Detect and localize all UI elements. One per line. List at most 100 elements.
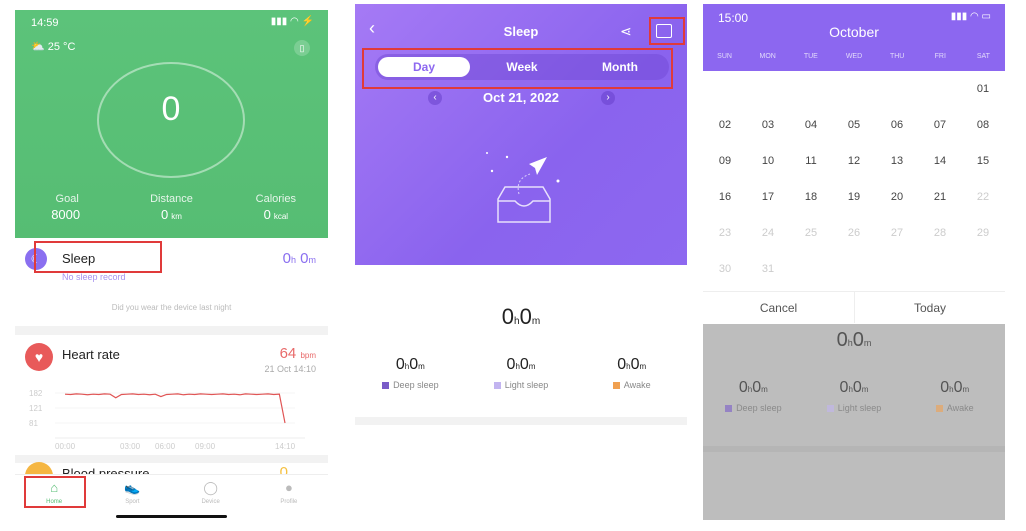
divider [15, 455, 328, 463]
legend-swatch [612, 382, 620, 390]
highlight-box [362, 48, 673, 89]
calendar-day[interactable]: 18 [804, 191, 818, 203]
heart-value: 64 bpm [279, 345, 316, 362]
weekday-label: TUE [803, 53, 818, 60]
band-icon[interactable]: ▯ [294, 40, 310, 56]
tab-month[interactable]: Month [602, 60, 638, 74]
status-time: 14:59 [31, 17, 59, 29]
current-date: Oct 21, 2022 [483, 90, 559, 105]
weekday-row: SUN MON TUE WED THU FRI SAT [703, 53, 1005, 60]
share-icon[interactable]: ⋖ [620, 23, 632, 39]
calendar-day[interactable]: 02 [718, 119, 732, 131]
sleep-subtitle: No sleep record [62, 272, 126, 282]
steps-count: 0 [161, 90, 181, 128]
temperature: 25 °C [47, 41, 76, 53]
weather-cloud-sun-icon: ⛅ [31, 41, 45, 53]
calendar-day[interactable]: 03 [761, 119, 775, 131]
legend-item: Deep sleep [355, 380, 466, 390]
calendar-day: 27 [890, 227, 904, 239]
calendar-header: 15:00 ▮▮▮ ◠ ▭ October SUN MON TUE WED THU FRI… [703, 4, 1005, 71]
empty-inbox-illustration [486, 152, 560, 223]
weekday-label: THU [889, 53, 905, 60]
nav-label: Sport [125, 499, 140, 505]
status-time: 15:00 [718, 11, 749, 25]
band-icon: ◯ [203, 480, 218, 495]
nav-sport[interactable]: 👟 Sport [93, 475, 171, 520]
heart-rate-chart: 182 121 81 00:00 03:00 06:00 09:00 14:10 [29, 389, 305, 451]
nav-label: Profile [280, 499, 298, 505]
calendar-day[interactable]: 13 [890, 155, 904, 167]
heart-title[interactable]: Heart rate [62, 347, 120, 362]
x-tick: 14:10 [275, 442, 296, 451]
weekday-label: SAT [976, 53, 990, 60]
calendar-icon[interactable] [656, 24, 672, 38]
stat-value: 8000 [51, 207, 81, 222]
tab-week[interactable]: Week [506, 60, 538, 74]
calendar-day[interactable]: 17 [761, 191, 775, 203]
tab-day[interactable]: Day [378, 57, 470, 77]
legend-item: Awake [904, 403, 1005, 413]
sleep-duration: 0h 0m [282, 250, 316, 267]
today-button[interactable]: Today [854, 291, 1005, 323]
sleep-part-deep-sleep: 0h0m Deep sleep [703, 379, 804, 413]
status-icons: ▮▮▮ ◠ ⚡ [270, 16, 314, 27]
sleep-part-awake: 0h0m Awake [904, 379, 1005, 413]
prev-date-button[interactable]: ‹ [428, 91, 442, 105]
calendar-day[interactable]: 14 [933, 155, 947, 167]
stat-value: 0 kcal [263, 207, 289, 222]
cancel-button[interactable]: Cancel [703, 291, 854, 323]
month-title: October [829, 24, 879, 40]
calendar-day[interactable]: 12 [847, 155, 861, 167]
nav-home[interactable]: ⌂ Home [15, 475, 93, 520]
calendar-day[interactable]: 19 [847, 191, 861, 203]
divider [15, 326, 328, 335]
highlight-box [649, 17, 685, 45]
back-icon[interactable]: ‹ [369, 18, 375, 38]
sleep-part-light-sleep: 0h0m Light sleep [466, 356, 577, 390]
divider [703, 446, 1005, 452]
sleep-title[interactable]: Sleep [62, 251, 96, 266]
calendar-day[interactable]: 21 [933, 191, 947, 203]
calendar-day[interactable]: 01 [976, 83, 990, 95]
calendar-day[interactable]: 20 [890, 191, 904, 203]
blood-value: 0 [279, 464, 288, 481]
highlight-box [34, 241, 162, 273]
calendar-day[interactable]: 05 [847, 119, 861, 131]
stat-label: Goal [55, 193, 79, 205]
part-duration: 0h0m [738, 379, 768, 396]
weather: ⛅ 25 °C [31, 40, 75, 53]
total-sleep: 0h0m [501, 304, 541, 329]
calendar-day[interactable]: 10 [761, 155, 775, 167]
stat-calories: Calories 0 kcal [224, 193, 328, 222]
calendar-day[interactable]: 15 [976, 155, 990, 167]
calendar-day[interactable]: 04 [804, 119, 818, 131]
day-grid: 01 02 03 04 05 06 07 08 09 10 11 12 13 14 15 16 17 18 19 20… [703, 71, 1005, 291]
heart-time: 21 Oct 14:10 [264, 364, 316, 374]
heart-rate-line [64, 393, 286, 424]
legend-swatch [935, 405, 943, 413]
sleep-part-awake: 0h0m Awake [576, 356, 687, 390]
divider [355, 417, 687, 425]
calendar-day[interactable]: 09 [718, 155, 732, 167]
legend-item: Awake [576, 380, 687, 390]
calendar-day[interactable]: 08 [976, 119, 990, 131]
x-tick: 06:00 [155, 442, 176, 451]
nav-device[interactable]: ◯ Device [172, 475, 250, 520]
calendar-day[interactable]: 11 [805, 155, 817, 167]
legend-swatch [826, 405, 834, 413]
calendar-day[interactable]: 16 [718, 191, 732, 203]
y-tick: 182 [29, 389, 43, 398]
stat-distance: Distance 0 km [119, 193, 223, 222]
weekday-label: WED [845, 53, 863, 60]
nav-profile[interactable]: ● Profile [250, 475, 328, 520]
legend-swatch [493, 382, 501, 390]
page-title: Sleep [503, 24, 539, 39]
calendar-day[interactable]: 06 [890, 119, 904, 131]
next-date-button[interactable]: › [601, 91, 615, 105]
calendar-day: 29 [976, 227, 990, 239]
calendar-day: 24 [761, 227, 775, 239]
calendar-day[interactable]: 07 [933, 119, 947, 131]
sleep-screen: ‹ Sleep ⋖ Day Week Month ‹ Oct 21, 2022 … [355, 4, 687, 425]
modal-overlay[interactable]: 0h0m 0h0m Deep sleep 0h0m Light sleep 0h0m Aw… [703, 324, 1005, 520]
sleep-part-deep-sleep: 0h0m Deep sleep [355, 356, 466, 390]
